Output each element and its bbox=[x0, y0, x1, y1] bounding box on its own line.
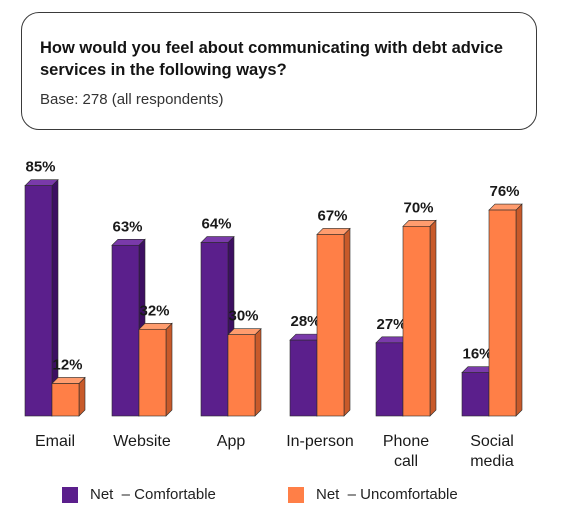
category-label-2: App bbox=[217, 433, 246, 450]
legend-swatch-comfortable bbox=[62, 486, 78, 503]
legend-label-uncomfortable: Net – Uncomfortable bbox=[316, 486, 458, 503]
value-label-comfortable-1: 63% bbox=[112, 218, 142, 235]
bar-uncomfortable-4 bbox=[402, 219, 437, 417]
value-label-comfortable-5: 16% bbox=[462, 346, 492, 363]
value-label-comfortable-2: 64% bbox=[201, 216, 231, 233]
bar-uncomfortable-5 bbox=[488, 203, 523, 417]
legend: Net – Comfortable Net – Uncomfortable bbox=[0, 486, 564, 510]
category-label-5: Social media bbox=[470, 433, 514, 470]
bar-chart: 85% 12% Email 63% 32% Website 64% 30% App 28% 67% I… bbox=[24, 159, 523, 470]
bar-comfortable-0 bbox=[24, 178, 59, 417]
category-label-4: Phone call bbox=[383, 433, 429, 470]
base-note: Base: 278 (all respondents) bbox=[40, 91, 224, 108]
question-box: How would you feel about communicating w… bbox=[21, 12, 537, 130]
legend-swatch-uncomfortable bbox=[288, 486, 304, 503]
category-label-0: Email bbox=[35, 433, 75, 450]
bar-comfortable-5 bbox=[461, 365, 496, 417]
value-label-uncomfortable-3: 67% bbox=[317, 207, 347, 224]
bar-uncomfortable-0 bbox=[51, 376, 86, 417]
question-title: How would you feel about communicating w… bbox=[40, 39, 503, 79]
legend-item-uncomfortable: Net – Uncomfortable bbox=[288, 486, 458, 503]
legend-item-comfortable: Net – Comfortable bbox=[62, 486, 216, 503]
legend-label-comfortable: Net – Comfortable bbox=[90, 486, 216, 503]
bar-uncomfortable-3 bbox=[316, 227, 351, 417]
value-label-comfortable-0: 85% bbox=[25, 159, 55, 176]
bar-uncomfortable-2 bbox=[227, 327, 262, 417]
value-label-uncomfortable-5: 76% bbox=[489, 183, 519, 200]
category-label-3: In-person bbox=[286, 433, 354, 450]
value-label-uncomfortable-4: 70% bbox=[403, 199, 433, 216]
value-label-comfortable-4: 27% bbox=[376, 316, 406, 333]
category-label-1: Website bbox=[113, 433, 171, 450]
bar-uncomfortable-1 bbox=[138, 322, 173, 417]
value-label-uncomfortable-2: 30% bbox=[228, 308, 258, 325]
value-label-uncomfortable-0: 12% bbox=[52, 356, 82, 373]
value-label-uncomfortable-1: 32% bbox=[139, 302, 169, 319]
value-label-comfortable-3: 28% bbox=[290, 313, 320, 330]
